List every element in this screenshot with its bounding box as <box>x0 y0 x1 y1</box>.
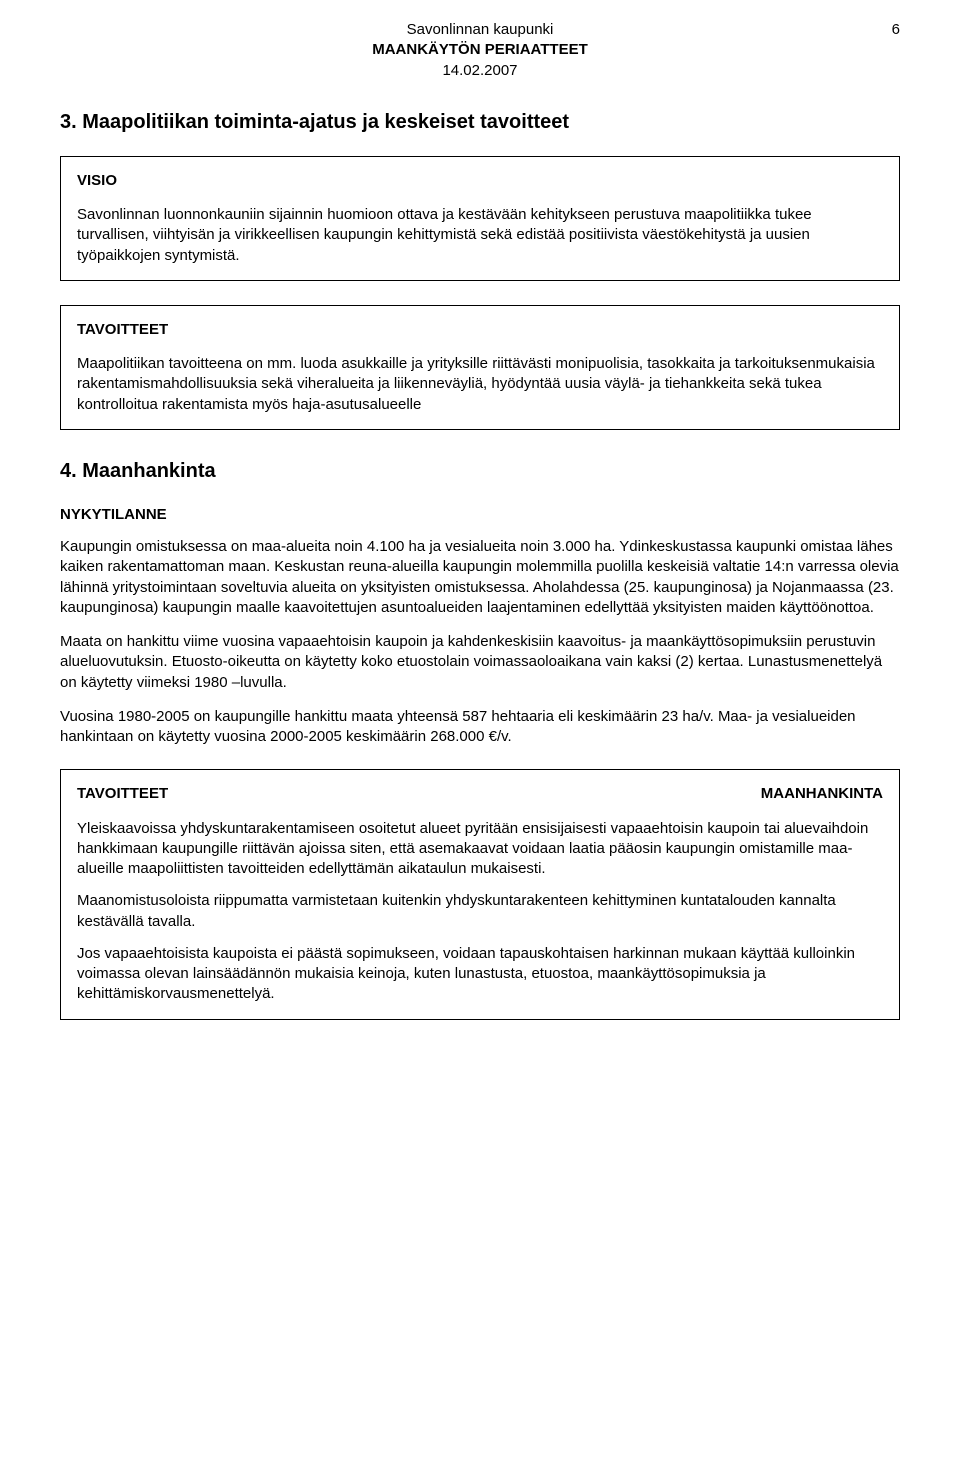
tavoitteet-heading-left: TAVOITTEET <box>77 784 168 804</box>
tavoitteet-box-1: TAVOITTEET Maapolitiikan tavoitteena on … <box>60 305 900 430</box>
tavoitteet-heading-right: MAANHANKINTA <box>761 784 883 804</box>
body-paragraph: Kaupungin omistuksessa on maa-alueita no… <box>60 537 900 618</box>
visio-box: VISIO Savonlinnan luonnonkauniin sijainn… <box>60 156 900 281</box>
tavoitteet-text-1: Maapolitiikan tavoitteena on mm. luoda a… <box>77 354 883 415</box>
tavoitteet-paragraph: Jos vapaaehtoisista kaupoista ei päästä … <box>77 944 883 1005</box>
section-3-title: 3. Maapolitiikan toiminta-ajatus ja kesk… <box>60 109 900 136</box>
visio-text: Savonlinnan luonnonkauniin sijainnin huo… <box>77 205 883 266</box>
body-paragraph: Maata on hankittu viime vuosina vapaaeht… <box>60 632 900 693</box>
header-date: 14.02.2007 <box>60 61 900 81</box>
tavoitteet-box-2: TAVOITTEET MAANHANKINTA Yleiskaavoissa y… <box>60 769 900 1019</box>
header-org: Savonlinnan kaupunki <box>60 20 900 40</box>
tavoitteet-paragraph: Yleiskaavoissa yhdyskuntarakentamiseen o… <box>77 819 883 880</box>
document-header: Savonlinnan kaupunki MAANKÄYTÖN PERIAATT… <box>60 20 900 81</box>
section-4-title: 4. Maanhankinta <box>60 458 900 485</box>
tavoitteet-heading-row: TAVOITTEET MAANHANKINTA <box>77 784 883 804</box>
body-paragraph: Vuosina 1980-2005 on kaupungille hankitt… <box>60 707 900 748</box>
nykytilanne-heading: NYKYTILANNE <box>60 505 900 525</box>
tavoitteet-paragraph: Maanomistusoloista riippumatta varmistet… <box>77 891 883 932</box>
tavoitteet-heading-1: TAVOITTEET <box>77 320 883 340</box>
header-title: MAANKÄYTÖN PERIAATTEET <box>60 40 900 60</box>
page-number: 6 <box>892 20 900 40</box>
visio-heading: VISIO <box>77 171 883 191</box>
